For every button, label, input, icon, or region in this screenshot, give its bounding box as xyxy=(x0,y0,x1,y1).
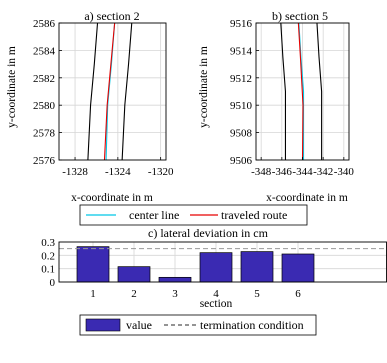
bar-section-4 xyxy=(199,252,233,283)
legend-bottom-box xyxy=(79,314,317,336)
y-tick-label: 2580 xyxy=(33,100,56,112)
panel-a-y-axis-label: y-coordinate in m xyxy=(6,46,18,128)
legend-value-swatch xyxy=(85,318,121,332)
panel-b-lines xyxy=(280,22,323,161)
panel-c-x-axis-label: section xyxy=(200,298,233,310)
panel-a-lines xyxy=(87,22,133,161)
x-tick-label: 4 xyxy=(213,288,219,300)
panel-a-frame xyxy=(58,22,167,161)
panel-a-title: a) section 2 xyxy=(84,9,139,23)
y-tick-label: 2582 xyxy=(33,73,55,85)
x-tick-label: -346 xyxy=(272,166,293,178)
x-tick-label: -340 xyxy=(334,166,355,178)
legend-center-line-label: center line xyxy=(129,208,179,222)
y-tick-label: 0.2 xyxy=(41,250,55,262)
panel-c-ticks: 00.1 0.20.3 1 2 3 4 5 6 xyxy=(41,237,301,300)
y-tick-label: 9514 xyxy=(230,45,253,57)
y-tick-label: 9510 xyxy=(230,100,253,112)
x-tick-label: -1328 xyxy=(62,166,88,178)
panel-b-ticks: -348 -346 -344 -342 -340 9506 9508 9510 9512 9514… xyxy=(230,18,354,178)
y-tick-label: 9516 xyxy=(230,18,253,30)
series-right-boundary xyxy=(316,22,323,160)
y-tick-label: 9508 xyxy=(230,128,253,140)
panel-b-y-axis-label: y-coordinate in m xyxy=(198,46,210,128)
series-traveled-route xyxy=(297,22,304,161)
legend-traveled-route-label: traveled route xyxy=(221,208,287,222)
y-tick-label: 9506 xyxy=(230,155,253,167)
panel-a-section-2: a) section 2 -1328 -1324 -1320 2576 2578 2580… xyxy=(6,9,174,204)
x-tick-label: -1324 xyxy=(105,166,131,178)
x-tick-label: -342 xyxy=(313,166,333,178)
x-tick-label: 2 xyxy=(131,288,137,300)
panel-c-title: c) lateral deviation in cm xyxy=(148,226,269,240)
y-tick-label: 0 xyxy=(50,277,56,289)
x-tick-label: 3 xyxy=(172,288,178,300)
legend-termination-label: termination condition xyxy=(200,318,304,332)
series-traveled-route xyxy=(103,22,116,161)
y-tick-label: 2584 xyxy=(33,45,56,57)
panel-b-x-axis-label: x-coordinate in m xyxy=(266,192,348,204)
legend-bottom: value termination condition xyxy=(79,314,317,336)
panel-a-x-axis-label: x-coordinate in m xyxy=(71,192,153,204)
panel-b-section-5: b) section 5 -348 -346 -344 -342 -340 9506 950… xyxy=(198,9,354,204)
panel-c-lateral-deviation: c) lateral deviation in cm 00.1 0.20.3 1 2 3… xyxy=(41,226,387,310)
series-right-boundary xyxy=(121,22,133,161)
bar-section-2 xyxy=(117,266,151,283)
bar-section-5 xyxy=(240,251,274,283)
bar-section-6 xyxy=(281,253,315,283)
x-tick-label: -1320 xyxy=(148,166,174,178)
x-tick-label: 5 xyxy=(254,288,260,300)
legend-value-label: value xyxy=(126,318,152,332)
panel-c-bars xyxy=(76,246,315,283)
bar-section-3 xyxy=(158,276,192,283)
y-tick-label: 0.1 xyxy=(41,264,55,276)
x-tick-label: 1 xyxy=(90,288,96,300)
y-tick-label: 0.3 xyxy=(41,237,55,249)
bar-section-1 xyxy=(76,246,110,283)
y-tick-label: 2576 xyxy=(33,155,56,167)
series-left-boundary xyxy=(280,22,287,160)
x-tick-label: -344 xyxy=(292,166,313,178)
series-left-boundary xyxy=(87,22,99,161)
y-tick-label: 2578 xyxy=(33,128,56,140)
x-tick-label: 6 xyxy=(295,288,301,300)
series-center-line xyxy=(105,22,116,161)
x-tick-label: -348 xyxy=(251,166,272,178)
panel-a-ticks: -1328 -1324 -1320 2576 2578 2580 2582 2584 2586 xyxy=(33,18,174,178)
y-tick-label: 2586 xyxy=(33,18,56,30)
panel-b-title: b) section 5 xyxy=(272,9,328,23)
y-tick-label: 9512 xyxy=(230,73,252,85)
legend-top: center line traveled route xyxy=(79,204,308,226)
